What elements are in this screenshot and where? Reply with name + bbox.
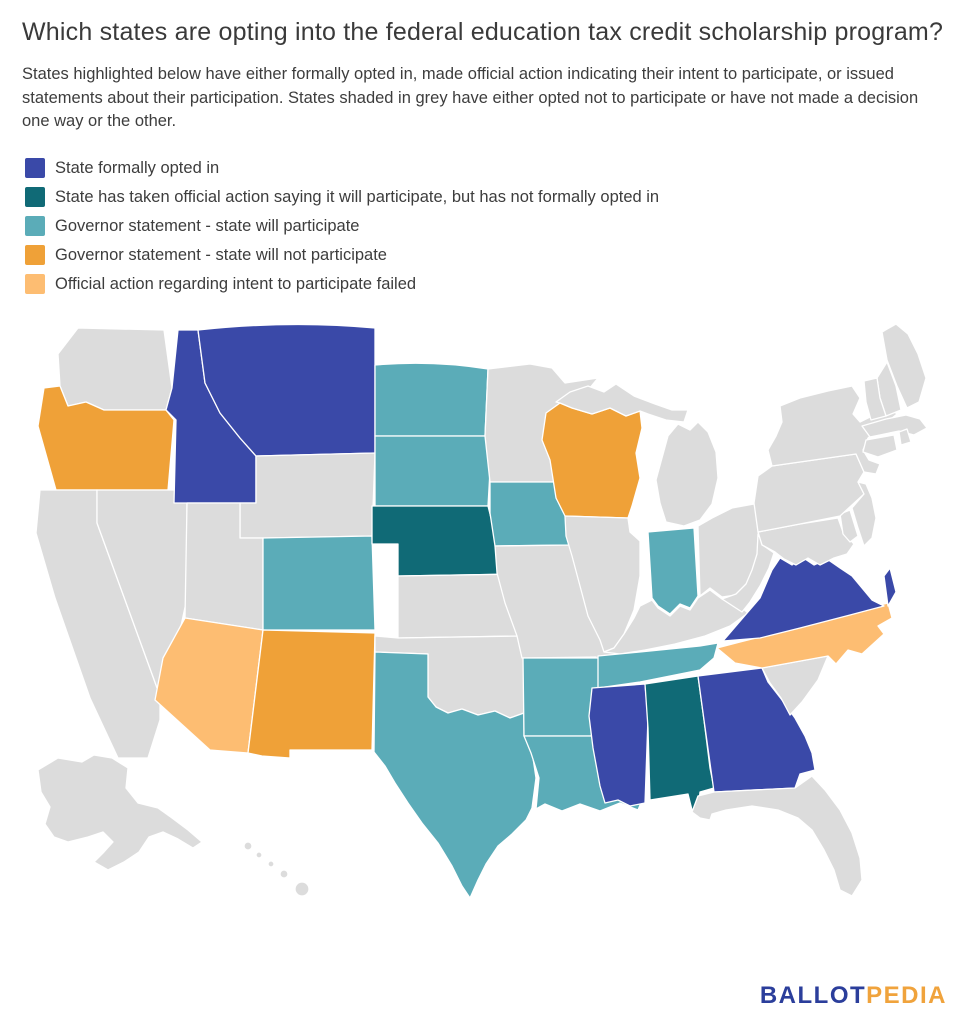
state-ME[interactable] (881, 322, 927, 409)
state-IN[interactable] (647, 526, 699, 615)
header: Which states are opting into the federal… (0, 0, 971, 134)
state-NY[interactable] (767, 384, 898, 475)
state-MD[interactable] (757, 516, 855, 566)
legend-item-governor-participate: Governor statement - state will particip… (25, 212, 971, 241)
state-HI-island[interactable] (255, 850, 263, 859)
state-HI-island[interactable] (243, 840, 253, 851)
state-SC[interactable] (761, 654, 829, 716)
state-VA[interactable] (722, 555, 885, 642)
state-VA-eastern-shore[interactable] (883, 566, 897, 607)
state-DE[interactable] (839, 508, 859, 543)
state-MT[interactable] (197, 323, 376, 457)
legend-item-action-failed: Official action regarding intent to part… (25, 270, 971, 299)
logo-ballot-text: BALLOT (759, 982, 867, 1009)
state-CT[interactable] (862, 433, 898, 458)
state-WY[interactable] (239, 451, 376, 539)
legend-label: Governor statement - state will not part… (55, 246, 387, 264)
state-CO[interactable] (262, 534, 376, 631)
state-HI-island[interactable] (294, 880, 310, 897)
state-NM[interactable] (247, 628, 376, 759)
legend-label: State has taken official action saying i… (55, 188, 660, 206)
legend-swatch-governor-not-participate (25, 245, 45, 265)
state-KY[interactable] (603, 588, 749, 655)
state-AK[interactable] (37, 753, 203, 871)
state-TX[interactable] (373, 650, 537, 899)
legend: State formally opted in State has taken … (25, 154, 971, 299)
legend-label: Governor statement - state will particip… (55, 217, 360, 235)
legend-item-governor-not-participate: Governor statement - state will not part… (25, 241, 971, 270)
state-SD[interactable] (374, 434, 492, 507)
logo-pedia-text: PEDIA (866, 982, 947, 1009)
state-MA[interactable] (861, 413, 928, 438)
state-ND[interactable] (374, 362, 489, 437)
state-RI[interactable] (898, 427, 912, 446)
page-title: Which states are opting into the federal… (22, 18, 944, 46)
legend-swatch-action-failed (25, 274, 45, 294)
state-VT[interactable] (863, 376, 887, 421)
legend-label: Official action regarding intent to part… (55, 275, 417, 293)
state-FL[interactable] (691, 774, 863, 897)
us-map (0, 311, 971, 948)
legend-item-opted-in: State formally opted in (25, 154, 971, 183)
state-NJ[interactable] (851, 480, 877, 547)
legend-swatch-opted-in (25, 158, 45, 178)
legend-swatch-official-action (25, 187, 45, 207)
state-WA[interactable] (57, 326, 173, 411)
state-MI-upper[interactable] (555, 382, 689, 423)
legend-label: State formally opted in (55, 159, 220, 177)
legend-item-official-action: State has taken official action saying i… (25, 183, 971, 212)
legend-swatch-governor-participate (25, 216, 45, 236)
state-WI[interactable] (541, 401, 643, 519)
state-HI-island[interactable] (267, 859, 275, 868)
map-description: States highlighted below have either for… (22, 65, 919, 130)
state-HI-island[interactable] (279, 868, 289, 879)
state-MI-lower[interactable] (655, 420, 719, 527)
ballotpedia-logo: BALLOTPEDIA (760, 982, 947, 1010)
